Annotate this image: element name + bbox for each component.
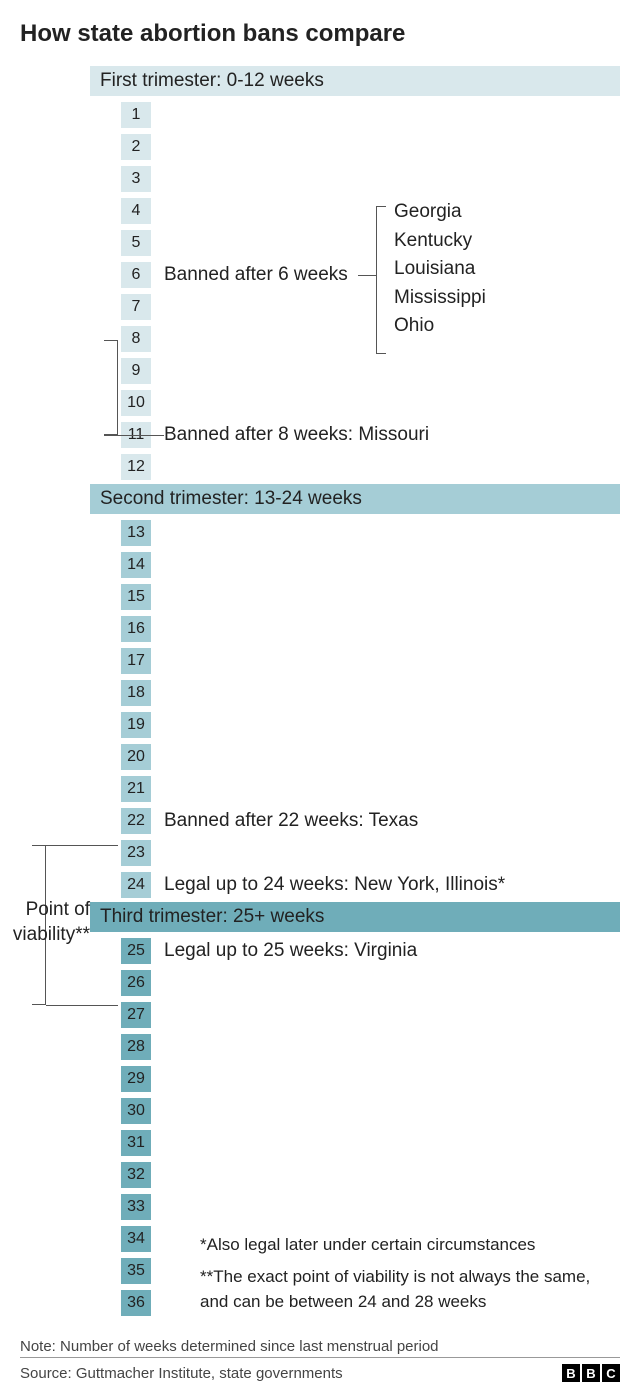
week-box: 27 [120, 1001, 152, 1029]
week-box: 26 [120, 969, 152, 997]
week-box: 14 [120, 551, 152, 579]
week-24-annotation: Legal up to 24 weeks: New York, Illinois… [164, 874, 505, 896]
week-box: 12 [120, 453, 152, 481]
state-item: Kentucky [394, 227, 486, 256]
week-box: 28 [120, 1033, 152, 1061]
week-box: 35 [120, 1257, 152, 1285]
bottom-notes: Note: Number of weeks determined since l… [20, 1338, 620, 1382]
week-box: 6 [120, 261, 152, 289]
state-item: Georgia [394, 198, 486, 227]
week-box: 21 [120, 775, 152, 803]
state-item: Louisiana [394, 255, 486, 284]
week-8-annotation: Banned after 8 weeks: Missouri [164, 424, 429, 446]
week-box: 13 [120, 519, 152, 547]
trimester-2-weeks: 13 14 15 16 17 18 19 20 21 22 Banned aft… [90, 518, 620, 900]
states-bracket [376, 206, 386, 354]
trimester-3-header: Third trimester: 25+ weeks [90, 902, 620, 932]
connector-line [104, 435, 164, 436]
footnote-2: **The exact point of viability is not al… [200, 1264, 600, 1315]
week-box: 19 [120, 711, 152, 739]
week-box: 31 [120, 1129, 152, 1157]
week-box: 1 [120, 101, 152, 129]
week-box: 36 [120, 1289, 152, 1317]
week-box: 16 [120, 615, 152, 643]
chart-title: How state abortion bans compare [20, 20, 620, 48]
week-box: 33 [120, 1193, 152, 1221]
week-box: 30 [120, 1097, 152, 1125]
week-box: 8 [120, 325, 152, 353]
trimester-1-header: First trimester: 0-12 weeks [90, 66, 620, 96]
week-25-annotation: Legal up to 25 weeks: Virginia [164, 940, 417, 962]
week8-bracket [104, 340, 118, 435]
week-box: 24 [120, 871, 152, 899]
note-text: Note: Number of weeks determined since l… [20, 1338, 439, 1355]
footnotes: *Also legal later under certain circumst… [200, 1232, 600, 1315]
state-item: Ohio [394, 312, 486, 341]
week-box: 18 [120, 679, 152, 707]
connector-line [46, 845, 118, 846]
week-box: 25 [120, 937, 152, 965]
state-item: Mississippi [394, 284, 486, 313]
week-box: 3 [120, 165, 152, 193]
connector-line [46, 1005, 118, 1006]
footnote-1: *Also legal later under certain circumst… [200, 1232, 600, 1258]
week-box: 29 [120, 1065, 152, 1093]
week-box: 7 [120, 293, 152, 321]
week-box: 2 [120, 133, 152, 161]
trimester-1-weeks: 1 2 3 4 5 6 Banned after 6 weeks 7 8 9 1… [90, 100, 620, 482]
week-box: 5 [120, 229, 152, 257]
viability-label: Point ofviability** [0, 898, 90, 947]
week-box: 22 [120, 807, 152, 835]
week-box: 34 [120, 1225, 152, 1253]
source-text: Source: Guttmacher Institute, state gove… [20, 1365, 343, 1382]
chart-body: First trimester: 0-12 weeks 1 2 3 4 5 6 … [90, 66, 620, 1318]
states-list: Georgia Kentucky Louisiana Mississippi O… [394, 198, 486, 341]
trimester-3-weeks: 25 Legal up to 25 weeks: Virginia 26 27 … [90, 936, 620, 1318]
week-box: 23 [120, 839, 152, 867]
trimester-2-header: Second trimester: 13-24 weeks [90, 484, 620, 514]
connector-line [358, 275, 376, 276]
week-box: 10 [120, 389, 152, 417]
week-box: 9 [120, 357, 152, 385]
week-box: 4 [120, 197, 152, 225]
week-box: 15 [120, 583, 152, 611]
week-6-annotation: Banned after 6 weeks [164, 264, 348, 286]
week-box: 32 [120, 1161, 152, 1189]
week-22-annotation: Banned after 22 weeks: Texas [164, 810, 418, 832]
week-box: 17 [120, 647, 152, 675]
bbc-logo: BBC [562, 1364, 620, 1382]
week-box: 20 [120, 743, 152, 771]
